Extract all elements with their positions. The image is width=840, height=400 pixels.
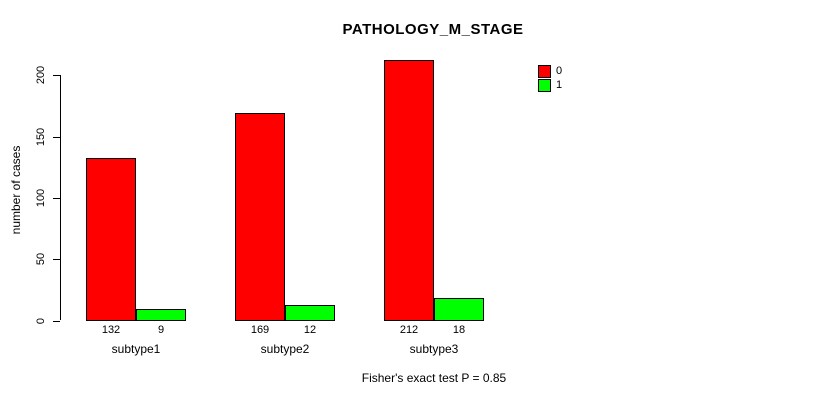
bar-value-label: 9 (157, 324, 165, 336)
bar-subtype3-series0 (384, 60, 434, 321)
legend-swatch (538, 79, 551, 92)
legend-label: 0 (556, 65, 563, 77)
bar-subtype2-series1 (285, 305, 335, 321)
y-axis-tick-label: 150 (35, 127, 47, 147)
legend-swatch (538, 65, 551, 78)
y-axis-tick (53, 137, 60, 138)
bar-subtype3-series1 (434, 298, 484, 321)
bar-value-label: 132 (101, 324, 121, 336)
bar-subtype2-series0 (235, 113, 285, 321)
bar-value-label: 169 (250, 324, 270, 336)
category-label-subtype2: subtype2 (260, 342, 310, 356)
y-axis-label: number of cases (9, 145, 23, 235)
legend-item-0: 0 (538, 65, 562, 78)
bar-subtype1-series1 (136, 309, 186, 321)
y-axis-tick-label: 100 (35, 188, 47, 208)
category-label-subtype1: subtype1 (111, 342, 161, 356)
stats-annotation: Fisher's exact test P = 0.85 (361, 371, 507, 385)
category-label-subtype3: subtype3 (409, 342, 459, 356)
y-axis-tick-label: 0 (35, 317, 47, 325)
legend-item-1: 1 (538, 79, 562, 92)
bar-subtype1-series0 (86, 158, 136, 321)
bar-value-label: 12 (303, 324, 317, 336)
y-axis-tick (53, 321, 60, 322)
y-axis-tick (53, 198, 60, 199)
bar-value-label: 212 (399, 324, 419, 336)
y-axis-tick-label: 200 (35, 65, 47, 85)
y-axis-tick (53, 75, 60, 76)
legend-label: 1 (556, 79, 563, 91)
y-axis-line (60, 75, 61, 320)
y-axis-tick-label: 50 (35, 252, 47, 266)
bar-value-label: 18 (452, 324, 466, 336)
chart-title: PATHOLOGY_M_STAGE (342, 21, 524, 38)
y-axis-tick (53, 259, 60, 260)
